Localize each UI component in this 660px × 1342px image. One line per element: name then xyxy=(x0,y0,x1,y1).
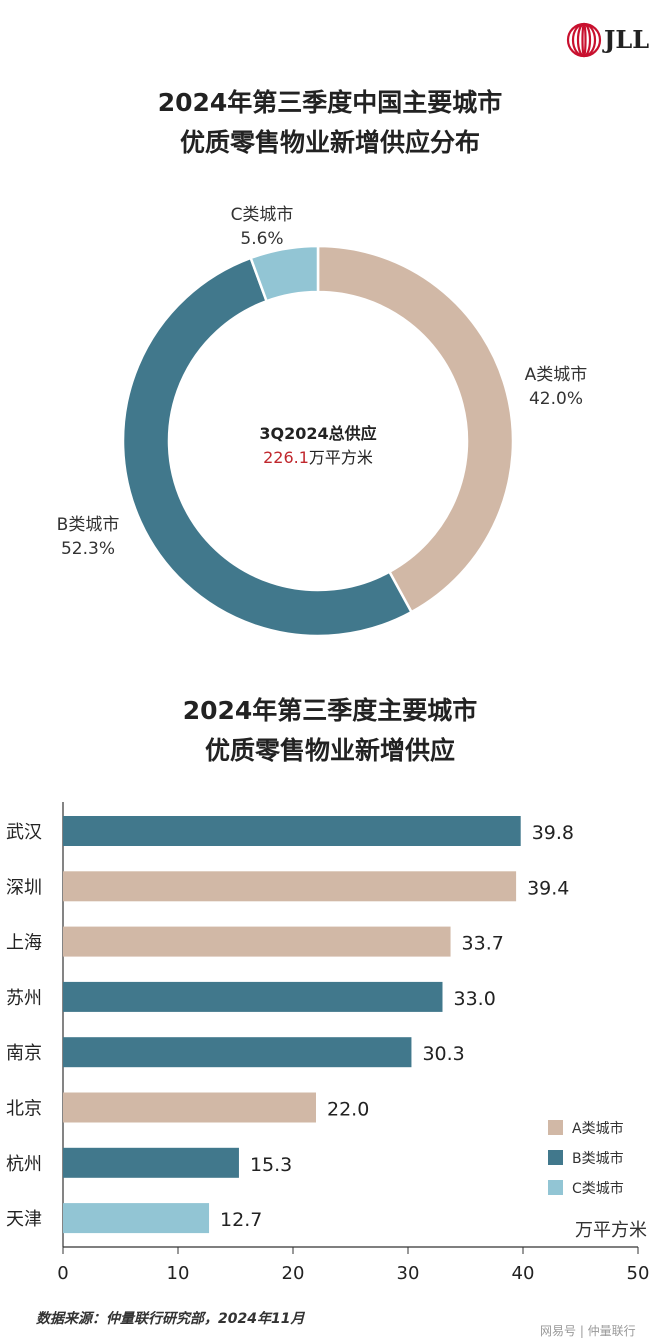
category-label: 南京 xyxy=(6,1043,42,1064)
slice-name-label: C类城市 xyxy=(231,205,294,225)
legend-label: A类城市 xyxy=(572,1120,624,1137)
value-label: 22.0 xyxy=(327,1099,369,1121)
jll-logo-text: JLL xyxy=(604,25,650,54)
value-label: 30.3 xyxy=(422,1043,464,1065)
center-unit: 万平方米 xyxy=(309,448,373,467)
donut-slice-A类城市 xyxy=(316,244,515,614)
center-value: 226.1 xyxy=(263,448,309,467)
center-label-total: 3Q2024总供应 xyxy=(259,424,376,443)
value-label: 33.0 xyxy=(454,988,496,1010)
category-label: 苏州 xyxy=(6,988,42,1009)
bar-深圳 xyxy=(63,871,517,902)
bar-上海 xyxy=(63,926,451,957)
value-label: 39.4 xyxy=(527,877,569,899)
legend-swatch xyxy=(548,1150,563,1165)
value-label: 39.8 xyxy=(532,822,574,844)
x-tick-label: 50 xyxy=(627,1263,650,1284)
category-label: 杭州 xyxy=(6,1154,42,1175)
category-label: 天津 xyxy=(6,1209,42,1230)
x-tick-label: 10 xyxy=(167,1263,190,1284)
bar-杭州 xyxy=(63,1147,239,1178)
bar-chart: 0 10 20 30 40 50 武汉 39.8 深圳 39.4 上海 33.7 苏州 33.0 南京 30.… xyxy=(6,802,650,1284)
jll-logo: JLL xyxy=(566,22,650,58)
bar-title-line1: 2024年第三季度主要城市 xyxy=(182,696,478,725)
donut-title-line1: 2024年第三季度中国主要城市 xyxy=(157,88,503,117)
bar-北京 xyxy=(63,1092,316,1123)
bar-title-line2: 优质零售物业新增供应 xyxy=(204,736,455,765)
category-label: 北京 xyxy=(6,1099,42,1120)
donut-title-line2: 优质零售物业新增供应分布 xyxy=(179,128,480,157)
value-label: 12.7 xyxy=(220,1209,262,1231)
value-label: 15.3 xyxy=(250,1154,292,1176)
x-tick-label: 0 xyxy=(57,1263,68,1284)
bar-苏州 xyxy=(63,981,443,1012)
unit-label: 万平方米 xyxy=(575,1220,647,1241)
legend-swatch xyxy=(548,1120,563,1135)
jll-logo-icon xyxy=(566,22,602,58)
category-label: 武汉 xyxy=(6,822,42,843)
category-label: 深圳 xyxy=(6,877,42,898)
donut-slice-C类城市 xyxy=(249,244,320,303)
slice-name-label: B类城市 xyxy=(57,515,120,535)
legend-swatch xyxy=(548,1180,563,1195)
slice-percent-label: 5.6% xyxy=(240,229,283,249)
donut-slice-B类城市 xyxy=(121,256,414,638)
slice-percent-label: 52.3% xyxy=(61,539,115,559)
center-label-value: 226.1万平方米 xyxy=(263,448,373,467)
slice-percent-label: 42.0% xyxy=(529,389,583,409)
value-label: 33.7 xyxy=(462,933,504,955)
bar-天津 xyxy=(63,1203,210,1234)
bar-武汉 xyxy=(63,816,521,846)
legend-label: B类城市 xyxy=(572,1150,624,1167)
watermark: 网易号 | 仲量联行 xyxy=(540,1324,636,1338)
x-tick-label: 40 xyxy=(512,1263,535,1284)
bar-南京 xyxy=(63,1037,412,1068)
source-note: 数据来源：仲量联行研究部，2024年11月 xyxy=(36,1311,305,1327)
category-label: 上海 xyxy=(6,933,42,954)
legend-label: C类城市 xyxy=(572,1180,624,1197)
slice-name-label: A类城市 xyxy=(525,365,588,385)
x-tick-label: 30 xyxy=(397,1263,420,1284)
donut-chart: A类城市 42.0% B类城市 52.3% C类城市 5.6% 3Q2024总供应 226.1… xyxy=(57,205,588,638)
x-tick-label: 20 xyxy=(282,1263,305,1284)
